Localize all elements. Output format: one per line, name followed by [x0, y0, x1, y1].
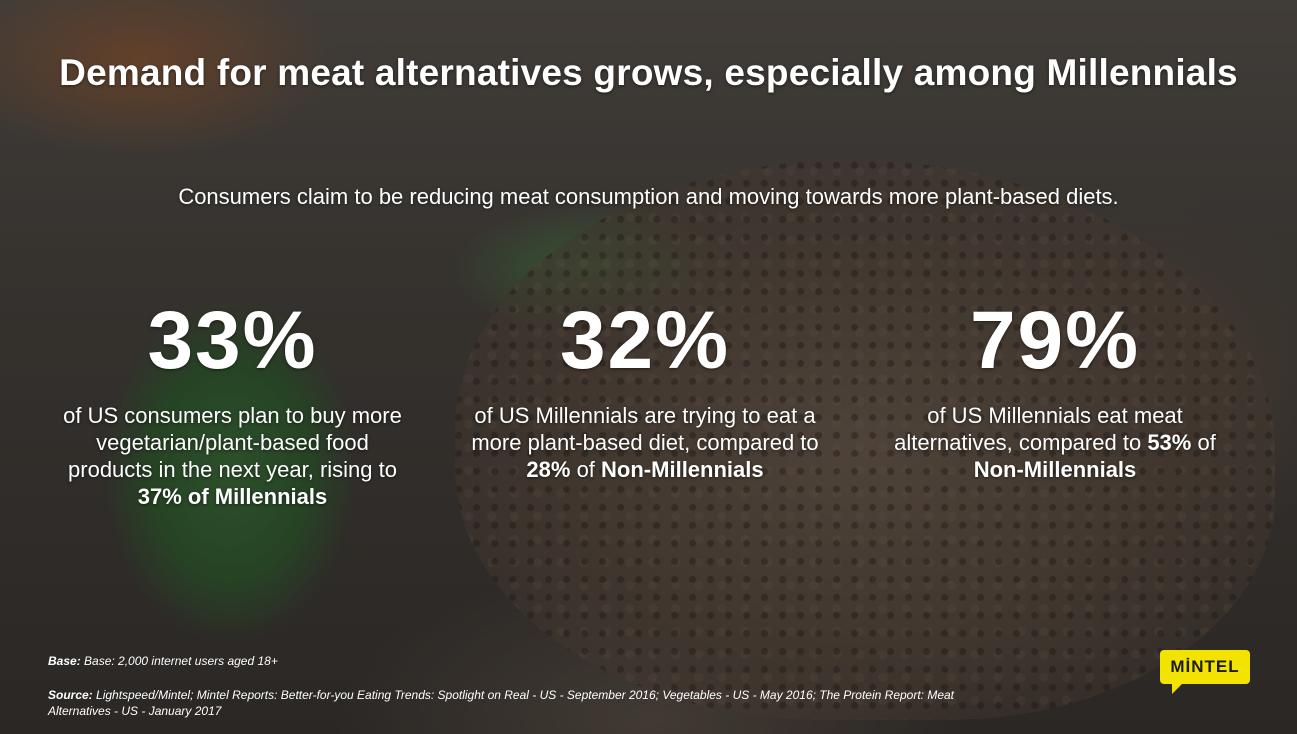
stat-block-millennials-plant-based: 32% of US Millennials are trying to eat …	[470, 300, 820, 483]
stat-text: of US Millennials eat meat alternatives,…	[894, 403, 1183, 455]
stat-text: of	[1197, 430, 1216, 455]
base-note: Base: Base: 2,000 internet users aged 18…	[48, 654, 278, 668]
slide-subtitle: Consumers claim to be reducing meat cons…	[178, 184, 1119, 209]
stat-percent: 32%	[559, 295, 731, 386]
stat-highlight: 53%	[1147, 430, 1192, 455]
stat-highlight: Non-Millennials	[601, 457, 764, 482]
stat-block-meat-alternatives: 79% of US Millennials eat meat alternati…	[890, 300, 1220, 483]
stat-highlight: 28%	[526, 457, 571, 482]
stat-text: of US consumers plan to buy more vegetar…	[63, 403, 402, 482]
source-label: Source:	[48, 688, 93, 702]
stat-text: of	[576, 457, 595, 482]
stat-description: of US consumers plan to buy more vegetar…	[55, 402, 410, 510]
source-text: Lightspeed/Mintel; Mintel Reports: Bette…	[48, 688, 955, 718]
stat-block-consumers: 33% of US consumers plan to buy more veg…	[55, 300, 410, 510]
slide-title: Demand for meat alternatives grows, espe…	[59, 52, 1238, 93]
veggie-patty-image	[455, 160, 1275, 720]
stat-description: of US Millennials eat meat alternatives,…	[890, 402, 1220, 483]
stat-text: of US Millennials are trying to eat a mo…	[471, 403, 819, 455]
stat-percent: 79%	[969, 295, 1141, 386]
stat-highlight: 37% of Millennials	[137, 484, 328, 509]
stat-percent: 33%	[147, 295, 318, 386]
mintel-logo: MİNTEL	[1160, 650, 1250, 694]
stat-description: of US Millennials are trying to eat a mo…	[470, 402, 820, 483]
source-note: Source: Lightspeed/Mintel; Mintel Report…	[48, 687, 968, 719]
base-label: Base:	[48, 654, 81, 668]
stat-highlight: Non-Millennials	[973, 457, 1137, 482]
base-text: Base: 2,000 internet users aged 18+	[84, 654, 278, 668]
